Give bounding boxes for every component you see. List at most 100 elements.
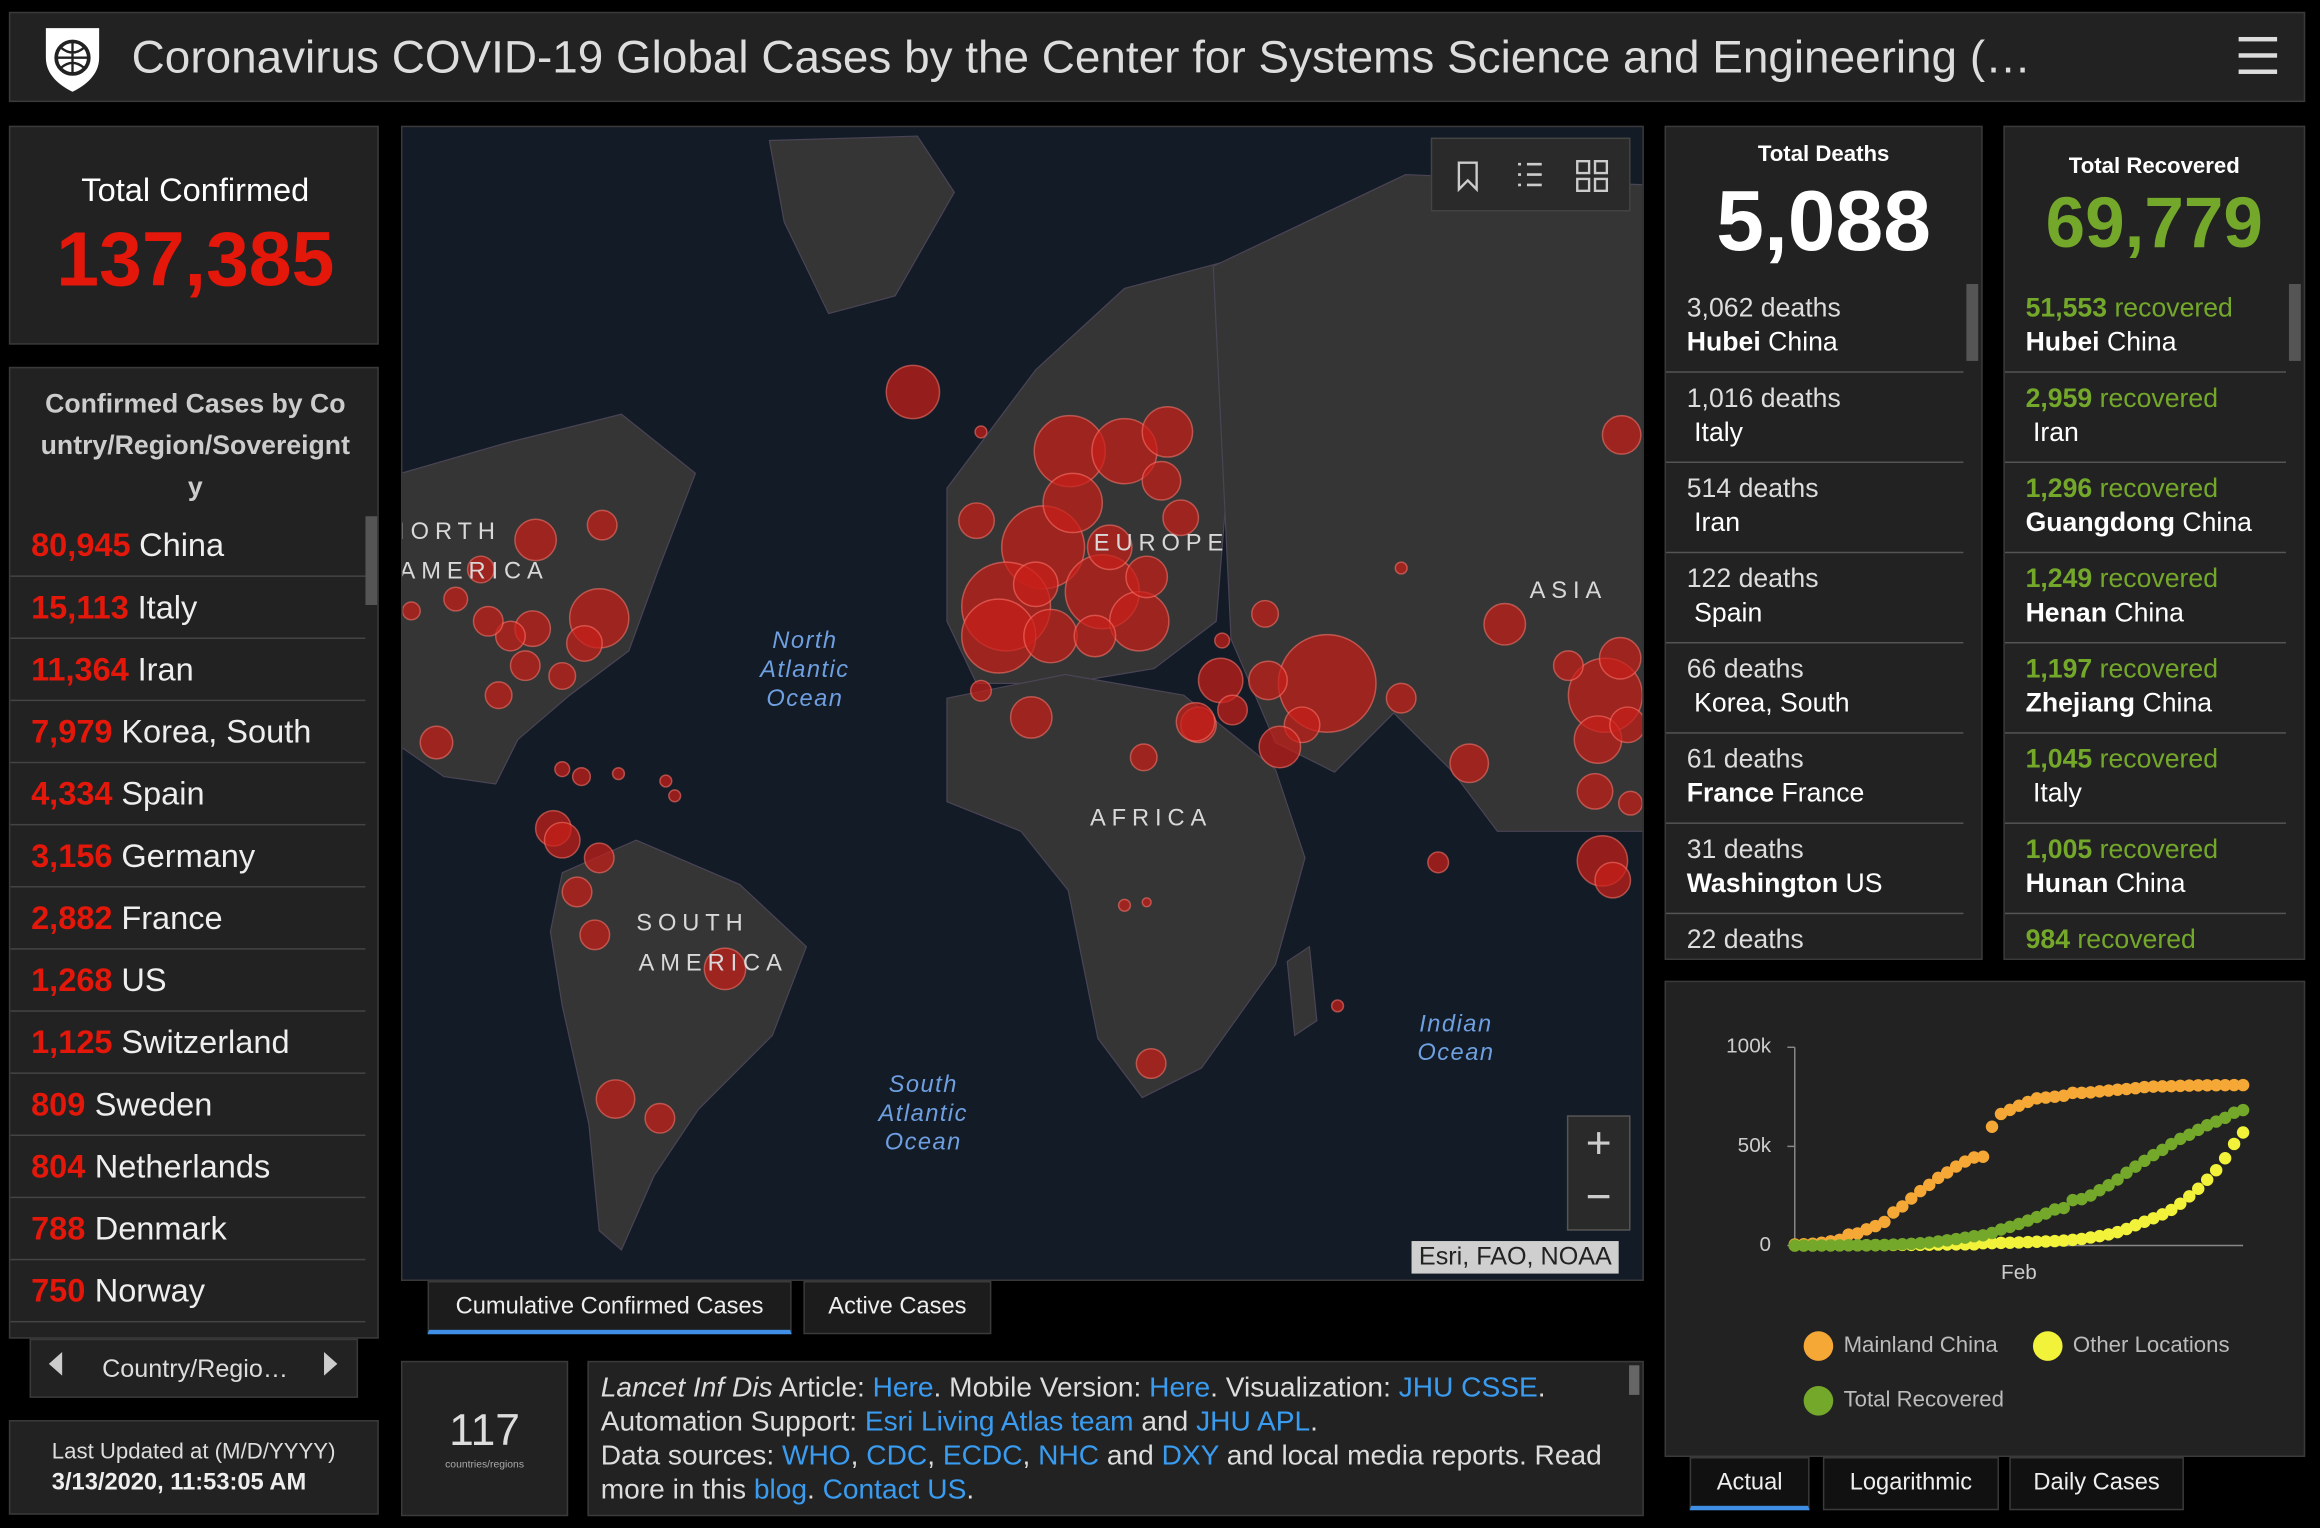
recovered-panel: Total Recovered 69,779 51,553 recovered Hube… [2003,125,2306,961]
country-row[interactable]: 2,882 France [10,888,366,950]
row-count: 1,249 [2025,563,2093,594]
country-row[interactable]: 15,113 Italy [10,577,366,640]
nav-prev[interactable] [48,1351,63,1376]
info-link[interactable]: Contact US [822,1474,967,1506]
countries-count: 117 countries/regions [400,1360,569,1517]
info-link[interactable]: CDC [866,1440,928,1472]
row-unit: deaths [1738,473,1819,503]
country-name: France [121,899,223,937]
country-name: US [121,961,167,999]
info-text: , [1022,1440,1039,1472]
data-point [2093,1085,2106,1098]
row-count-line: 51,553 recovered [2026,293,2233,324]
toolbar-icons [1457,160,1609,193]
zoom-in[interactable]: + [1585,1119,1612,1169]
countries-count-label: countries/regions [445,1459,525,1471]
info-link[interactable]: Esri Living Atlas team [864,1406,1134,1438]
country-row[interactable]: 788 Denmark [10,1198,366,1261]
country-row[interactable]: 11,364 Iran [10,639,366,702]
nav-next[interactable] [324,1351,338,1376]
info-link[interactable]: JHU CSSE [1398,1372,1538,1404]
map-tab[interactable]: Active Cases [803,1280,992,1335]
case-bubble [1108,590,1170,652]
deaths-row: 122 deaths Spain [1666,553,1964,644]
data-point [2120,1082,2133,1096]
chart-tab[interactable]: Daily Cases [2009,1457,2184,1511]
last-updated-value: 3/13/2020, 11:53:05 AM [51,1470,307,1496]
country-row[interactable]: 1,125 Switzerland [10,1012,366,1074]
info-link[interactable]: Here [1149,1372,1211,1404]
country-row[interactable]: 809 Sweden [10,1074,366,1137]
info-link[interactable]: WHO [781,1440,851,1472]
map-tab[interactable]: Cumulative Confirmed Cases [427,1280,792,1335]
country-row[interactable]: 4,334 Spain [10,763,366,826]
ocean-label: Atlantic [877,1101,968,1127]
case-bubble [668,789,682,803]
deaths-value: 5,088 [1716,173,1931,270]
info-text: . [1537,1372,1546,1404]
info-text: . [966,1474,975,1506]
zoom-out[interactable]: − [1585,1173,1612,1222]
country-row[interactable]: 750 Norway [10,1260,366,1323]
case-bubble [586,509,618,541]
menu-button[interactable] [2238,36,2280,75]
total-confirmed-value: 137,385 [56,217,335,304]
info-text: Lancet Inf Dis [600,1372,773,1404]
row-count: 31 [1686,834,1717,864]
data-point [2156,1143,2169,1157]
row-country: France [1781,778,1865,808]
case-bubble [1449,743,1490,784]
header: Coronavirus COVID-19 Global Cases by the… [8,11,2306,103]
chart: 0 50k 100k Feb Mainland China Other Locations… [1726,1035,2250,1416]
data-point [1985,1236,1999,1250]
data-point [1914,1184,1927,1198]
deaths-row: 3,062 deaths Hubei China [1666,283,1964,373]
data-point [2183,1190,2196,1203]
chart-panel: 0 50k 100k Feb Mainland China Other Locations… [1664,980,2306,1458]
case-bubble [1617,790,1643,816]
data-point [1887,1206,1900,1219]
country-count: 3,156 [31,837,113,875]
recovered-label: Total Recovered [2068,153,2240,179]
chart-tab[interactable]: Logarithmic [1822,1457,1999,1511]
recovered-row: 1,197 recovered Zhejiang China [2004,643,2286,734]
data-point [2147,1080,2160,1093]
info-text: Article: [772,1372,873,1404]
data-point [2066,1193,2079,1207]
info-link[interactable]: JHU APL [1196,1406,1311,1438]
country-row[interactable]: 1,268 US [10,950,366,1012]
map-layer: NORTH AMERICA EUROPE ASIA AFRICA SOUTH AMERICA… [402,135,1643,1251]
info-link[interactable]: NHC [1038,1440,1100,1472]
data-point [2147,1148,2160,1162]
data-point [2165,1079,2178,1093]
row-unit: deaths [1738,563,1819,594]
chart-tab[interactable]: Actual [1689,1457,1810,1511]
region-label: NORTH [402,519,500,545]
row-unit: deaths [1723,834,1804,864]
info-line: Data sources: WHO, CDC, ECDC, NHC and DX… [601,1441,1602,1474]
data-point [2183,1079,2196,1092]
bookmark-icon [1457,161,1478,193]
country-row[interactable]: 7,979 Korea, South [10,701,366,764]
row-country: US [1845,868,1883,898]
logo [45,28,100,92]
row-count: 51,553 [2025,292,2108,323]
row-unit: recovered [2099,834,2219,864]
row-count: 1,296 [2025,473,2093,503]
row-count: 984 [2025,924,2071,955]
recovered-row: 1,296 recovered Guangdong China [2004,463,2286,554]
country-row[interactable]: 804 Netherlands [10,1136,366,1199]
case-bubble [1598,636,1642,680]
row-count-line: 1,197 recovered [2026,654,2218,685]
info-link[interactable]: DXY [1161,1440,1219,1472]
ocean-label: Ocean [1417,1040,1494,1066]
country-row[interactable]: 80,945 China [10,515,366,577]
info-link[interactable]: ECDC [942,1440,1023,1472]
row-count: 61 [1686,744,1717,774]
info-link[interactable]: blog [753,1474,807,1506]
case-bubble [1023,608,1078,664]
data-point [2030,1092,2044,1105]
country-row[interactable]: 3,156 Germany [10,825,366,888]
recovered-row: 51,553 recovered Hubei China [2004,283,2286,373]
info-link[interactable]: Here [872,1372,934,1404]
